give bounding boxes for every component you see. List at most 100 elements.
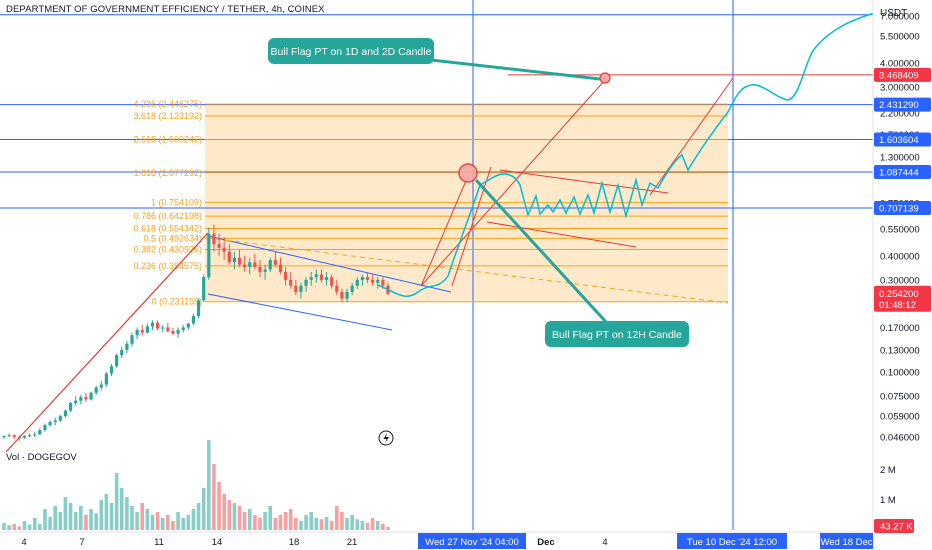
time-highlight-text: Wed 27 Nov '24 04:00 xyxy=(425,537,519,548)
volume-bar xyxy=(247,509,252,530)
volume-bar xyxy=(288,509,293,530)
candle-body xyxy=(263,269,267,272)
volume-bar xyxy=(283,512,288,530)
price-badge-text: 2.431290 xyxy=(879,100,919,111)
candle-body xyxy=(68,403,73,411)
price-tick: 0.400000 xyxy=(880,251,920,262)
time-tick: 18 xyxy=(289,537,300,548)
candle-body xyxy=(74,400,78,404)
candle-body xyxy=(181,327,185,330)
candle-body xyxy=(135,329,139,336)
time-highlight-text: Tue 10 Dec '24 12:00 xyxy=(687,537,777,548)
volume-bar xyxy=(12,524,17,530)
candle-body xyxy=(268,260,272,270)
chart-title: DEPARTMENT OF GOVERNMENT EFFICIENCY / TE… xyxy=(6,4,325,15)
candle-body xyxy=(355,279,359,286)
volume-bar xyxy=(17,526,22,530)
volume-bar xyxy=(145,509,150,530)
trend-line xyxy=(207,235,452,293)
volume-bar xyxy=(253,515,257,530)
volume-bar xyxy=(324,516,329,530)
price-badge-text: 1.087444 xyxy=(879,168,919,179)
price-tick: 3.000000 xyxy=(880,82,920,93)
candle-body xyxy=(227,251,231,263)
volume-bar xyxy=(119,488,124,530)
volume-bar xyxy=(227,500,232,530)
volume-badge xyxy=(874,519,914,533)
candle-body xyxy=(217,244,221,248)
current-price-badge xyxy=(874,285,931,312)
trend-line xyxy=(499,169,669,194)
volume-bar xyxy=(114,473,119,530)
candle-body xyxy=(350,285,354,292)
callout-pointer xyxy=(474,178,619,336)
target-circle xyxy=(458,163,478,183)
price-tick: 1.300000 xyxy=(880,153,920,164)
volume-bar xyxy=(232,503,237,530)
volume-bar xyxy=(166,515,170,530)
price-tick: 0.170000 xyxy=(880,323,920,334)
volume-bar xyxy=(196,503,201,530)
volume-bar xyxy=(89,509,93,530)
candle-body xyxy=(53,420,57,423)
fib-label: 2.618 (1.600242) xyxy=(133,135,202,145)
volume-bar xyxy=(329,521,334,530)
volume-bar xyxy=(125,497,129,530)
price-tick: 5.500000 xyxy=(880,32,920,43)
volume-bar xyxy=(340,512,344,530)
price-tick: 2.200000 xyxy=(880,108,920,119)
candle-body xyxy=(289,279,293,286)
price-tick: 0.046000 xyxy=(880,433,920,444)
candle-body xyxy=(376,279,380,283)
candle-body xyxy=(294,285,298,292)
time-tick: 11 xyxy=(154,537,164,548)
trend-line xyxy=(207,293,393,331)
candle-body xyxy=(273,260,277,265)
price-tick: 4.000000 xyxy=(880,58,920,69)
volume-bar xyxy=(27,524,32,530)
volume-bar xyxy=(181,518,185,530)
currency-label: USDT xyxy=(880,8,907,19)
volume-bar xyxy=(370,518,375,530)
volume-bar xyxy=(263,512,267,530)
volume-tick: 1 M xyxy=(880,495,896,506)
trend-line xyxy=(207,237,729,304)
candle-body xyxy=(43,425,47,431)
time-highlight xyxy=(418,533,526,549)
candle-body xyxy=(365,277,370,280)
volume-bar xyxy=(299,521,303,530)
candle-body xyxy=(330,277,334,286)
fib-label: 0.5 (0.492634) xyxy=(143,233,202,243)
fib-label: 0.382 (0.430926) xyxy=(133,245,202,255)
price-badge xyxy=(874,165,931,180)
fib-label: 1.618 (1.077292) xyxy=(133,168,202,178)
candle-body xyxy=(22,436,27,438)
volume-bar xyxy=(22,521,27,530)
volume-bar xyxy=(186,515,191,530)
candle-body xyxy=(248,262,252,267)
candle-body xyxy=(130,335,134,344)
callout-1d-box xyxy=(268,38,434,64)
volume-bar xyxy=(242,512,247,530)
fib-label: 0.618 (0.554342) xyxy=(133,223,202,233)
volume-bar xyxy=(48,516,52,530)
volume-bar xyxy=(381,524,385,530)
volume-bar xyxy=(58,512,63,530)
volume-bar xyxy=(32,518,37,530)
volume-bar xyxy=(294,518,298,530)
price-badge-text: 1.603604 xyxy=(879,135,919,146)
candle-body xyxy=(345,291,349,299)
volume-badge-text: 43.27 K xyxy=(880,522,913,533)
candle-body xyxy=(186,323,190,328)
volume-bar xyxy=(84,515,88,530)
volume-bar xyxy=(350,515,354,530)
candle-body xyxy=(120,349,124,356)
candle-body xyxy=(63,410,68,417)
volume-bar xyxy=(335,506,339,530)
price-tick: 0.130000 xyxy=(880,345,920,356)
price-badge xyxy=(874,97,931,112)
volume-bar xyxy=(360,521,365,530)
countdown-text: 01:48:12 xyxy=(879,300,916,311)
volume-bar xyxy=(314,518,319,530)
